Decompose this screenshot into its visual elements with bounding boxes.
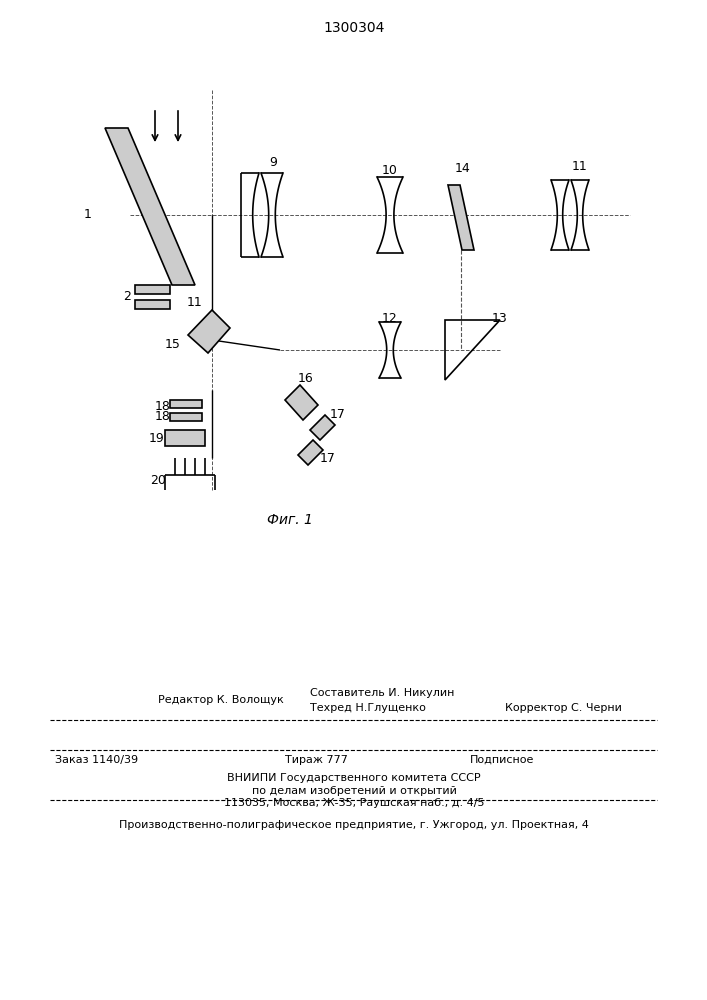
Text: 10: 10 — [382, 163, 398, 176]
Polygon shape — [310, 415, 335, 440]
Text: Техред Н.Глущенко: Техред Н.Глущенко — [310, 703, 426, 713]
Text: Производственно-полиграфическое предприятие, г. Ужгород, ул. Проектная, 4: Производственно-полиграфическое предприя… — [119, 820, 589, 830]
Text: 11: 11 — [187, 296, 203, 308]
Text: 14: 14 — [455, 161, 471, 174]
Polygon shape — [105, 128, 195, 285]
Text: 20: 20 — [150, 474, 166, 487]
Text: 1: 1 — [84, 209, 92, 222]
Text: 15: 15 — [165, 338, 181, 352]
Polygon shape — [298, 440, 323, 465]
Text: Корректор С. Черни: Корректор С. Черни — [505, 703, 622, 713]
Text: 16: 16 — [298, 371, 314, 384]
Text: 18: 18 — [155, 410, 171, 424]
Bar — [135, 300, 170, 309]
Bar — [170, 413, 202, 421]
Text: 17: 17 — [320, 452, 336, 464]
Text: 9: 9 — [269, 156, 277, 169]
Bar — [135, 285, 170, 294]
Bar — [170, 400, 202, 408]
Text: 18: 18 — [155, 400, 171, 414]
Text: Составитель И. Никулин: Составитель И. Никулин — [310, 688, 455, 698]
Text: Фиг. 1: Фиг. 1 — [267, 513, 313, 527]
Text: 113035, Москва, Ж-35, Раушская наб., д. 4/5: 113035, Москва, Ж-35, Раушская наб., д. … — [223, 798, 484, 808]
Text: по делам изобретений и открытий: по делам изобретений и открытий — [252, 786, 457, 796]
Text: 13: 13 — [492, 312, 508, 324]
Text: Редактор К. Волощук: Редактор К. Волощук — [158, 695, 284, 705]
Text: 12: 12 — [382, 312, 398, 324]
Polygon shape — [285, 385, 318, 420]
Polygon shape — [188, 310, 230, 353]
Text: ВНИИПИ Государственного комитета СССР: ВНИИПИ Государственного комитета СССР — [227, 773, 481, 783]
Bar — [165, 430, 205, 446]
Polygon shape — [448, 185, 474, 250]
Text: 17: 17 — [330, 408, 346, 422]
Text: Подписное: Подписное — [470, 755, 534, 765]
Text: 11: 11 — [572, 160, 588, 174]
Text: Заказ 1140/39: Заказ 1140/39 — [55, 755, 138, 765]
Text: 2: 2 — [123, 290, 131, 304]
Text: Тираж 777: Тираж 777 — [285, 755, 348, 765]
Text: 19: 19 — [149, 432, 165, 444]
Text: 1300304: 1300304 — [323, 21, 385, 35]
